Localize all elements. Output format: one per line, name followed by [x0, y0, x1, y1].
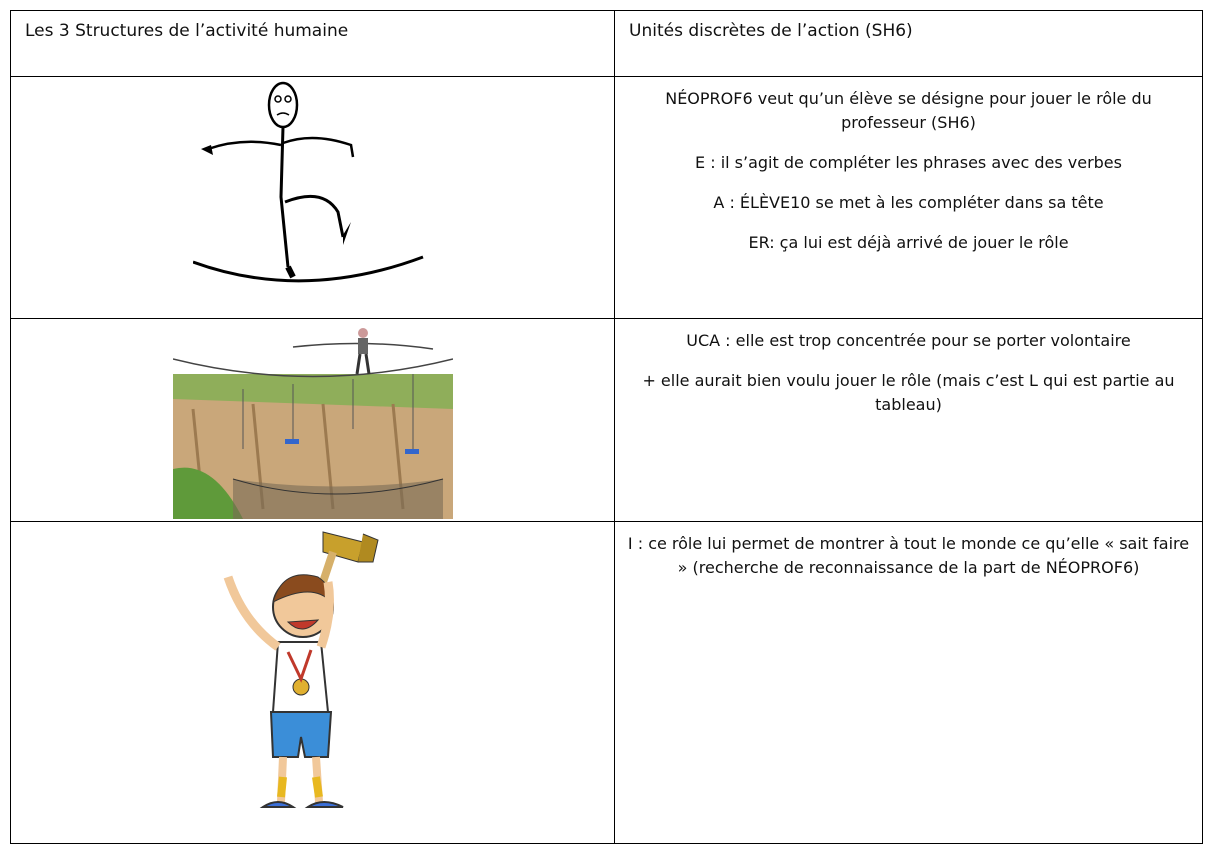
paragraph: E : il s’agit de compléter les phrases a…	[695, 153, 1122, 172]
stick-figure-illustration	[192, 81, 424, 283]
text-cell: UCA : elle est trop concentrée pour se p…	[614, 318, 1203, 522]
document-table: Les 3 Structures de l’activité humaine U…	[10, 10, 1203, 844]
row: NÉOPROF6 veut qu’un élève se désigne pou…	[10, 76, 1203, 319]
header-row: Les 3 Structures de l’activité humaine U…	[10, 10, 1203, 77]
row: UCA : elle est trop concentrée pour se p…	[10, 318, 1203, 522]
image-cell	[10, 521, 615, 844]
paragraph: NÉOPROF6 veut qu’un élève se désigne pou…	[665, 89, 1152, 132]
paragraph: UCA : elle est trop concentrée pour se p…	[686, 331, 1131, 350]
header-cell: Les 3 Structures de l’activité humaine	[10, 10, 615, 77]
tightrope-illustration	[172, 328, 453, 519]
trophy-boy-illustration	[223, 531, 379, 808]
paragraph: ER: ça lui est déjà arrivé de jouer le r…	[748, 233, 1069, 252]
header-cell: Unités discrètes de l’action (SH6)	[614, 10, 1203, 77]
text-cell: NÉOPROF6 veut qu’un élève se désigne pou…	[614, 76, 1203, 319]
image-cell	[10, 76, 615, 319]
image-cell	[10, 318, 615, 522]
row: I : ce rôle lui permet de montrer à tout…	[10, 521, 1203, 844]
paragraph: + elle aurait bien voulu jouer le rôle (…	[642, 371, 1175, 414]
paragraph: A : ÉLÈVE10 se met à les compléter dans …	[713, 193, 1104, 212]
paragraph: I : ce rôle lui permet de montrer à tout…	[627, 534, 1190, 577]
text-cell: I : ce rôle lui permet de montrer à tout…	[614, 521, 1203, 844]
